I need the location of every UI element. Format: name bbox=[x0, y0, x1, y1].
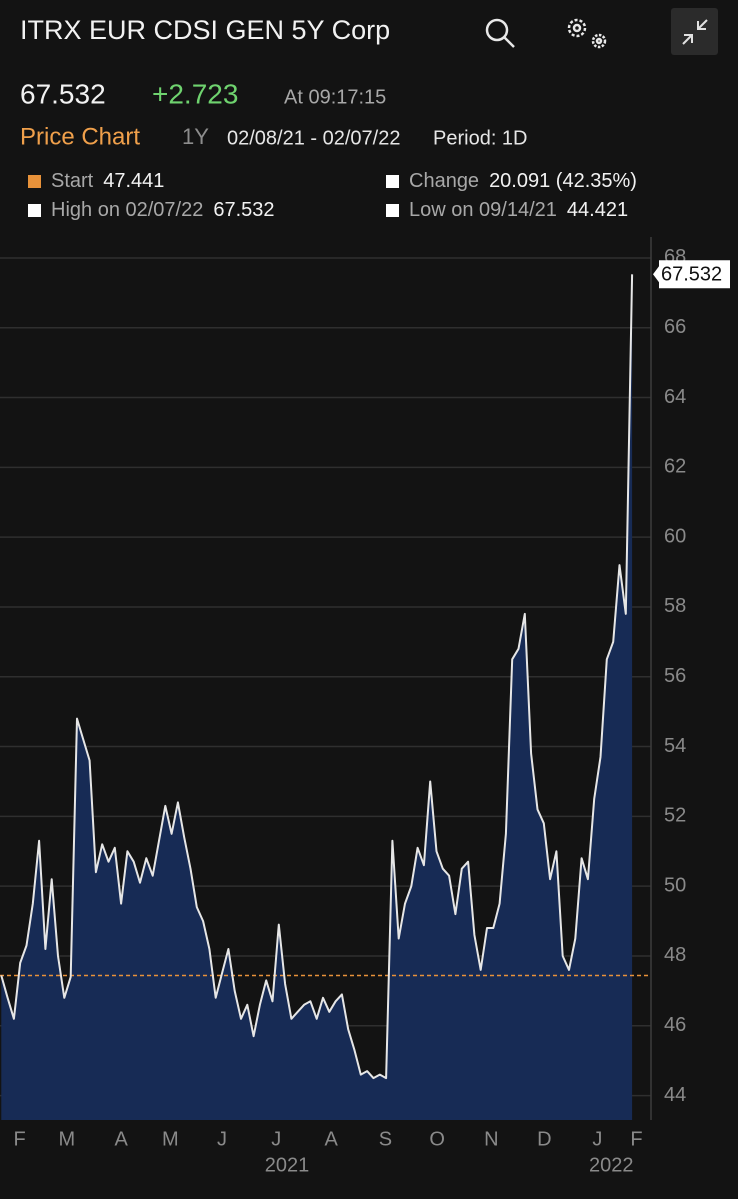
x-tick-label: M bbox=[59, 1128, 76, 1150]
x-tick-label: O bbox=[429, 1128, 445, 1150]
y-tick-label: 66 bbox=[664, 316, 686, 338]
x-tick-label: J bbox=[271, 1128, 281, 1150]
range-button[interactable]: 1Y bbox=[182, 124, 209, 149]
y-tick-label: 54 bbox=[664, 735, 686, 757]
stat-value: 67.532 bbox=[213, 199, 274, 221]
stat: High on 02/07/22 67.532 bbox=[51, 199, 275, 221]
stat-value: 20.091 (42.35%) bbox=[489, 170, 637, 192]
search-icon[interactable] bbox=[485, 18, 515, 48]
last-price-label: 67.532 bbox=[661, 264, 722, 286]
last-price-callout bbox=[653, 260, 730, 289]
price-change: +2.723 bbox=[152, 78, 238, 109]
stat-label: Start bbox=[51, 170, 94, 192]
area-fill bbox=[1, 274, 633, 1120]
y-tick-label: 44 bbox=[664, 1084, 686, 1106]
chart-label[interactable]: Price Chart bbox=[20, 123, 140, 150]
stat-value: 47.441 bbox=[103, 170, 164, 192]
x-tick-label: D bbox=[537, 1128, 551, 1150]
x-tick-label: M bbox=[162, 1128, 179, 1150]
y-tick-label: 58 bbox=[664, 595, 686, 617]
y-tick-label: 56 bbox=[664, 665, 686, 687]
price-line bbox=[0, 274, 634, 1080]
x-tick-label: N bbox=[484, 1128, 498, 1150]
stat: Low on 09/14/21 44.421 bbox=[409, 199, 628, 221]
y-tick-label: 52 bbox=[664, 805, 686, 827]
x-tick-label: F bbox=[630, 1128, 642, 1150]
x-tick-label: A bbox=[114, 1128, 128, 1150]
y-tick-label: 64 bbox=[664, 386, 686, 408]
stat-marker bbox=[386, 204, 399, 217]
update-time: At 09:17:15 bbox=[284, 86, 386, 108]
date-range: 02/08/21 - 02/07/22 bbox=[227, 127, 400, 149]
x-tick-label: F bbox=[13, 1128, 25, 1150]
y-tick-label: 62 bbox=[664, 456, 686, 478]
period: Period: 1D bbox=[433, 127, 528, 149]
stat: Start 47.441 bbox=[51, 170, 164, 192]
y-tick-label: 48 bbox=[664, 944, 686, 966]
stat: Change 20.091 (42.35%) bbox=[409, 170, 637, 192]
stat-label: Change bbox=[409, 170, 479, 192]
x-tick-label: S bbox=[379, 1128, 392, 1150]
last-price: 67.532 bbox=[20, 78, 106, 109]
security-title: ITRX EUR CDSI GEN 5Y Corp bbox=[20, 15, 390, 45]
y-tick-label: 50 bbox=[664, 874, 686, 896]
stat-label: High on 02/07/22 bbox=[51, 199, 203, 221]
stat-marker bbox=[28, 175, 41, 188]
minimize-button[interactable] bbox=[671, 8, 718, 55]
y-tick-label: 46 bbox=[664, 1014, 686, 1036]
x-year-label: 2022 bbox=[589, 1154, 634, 1176]
x-year-label: 2021 bbox=[265, 1154, 310, 1176]
y-tick-label: 60 bbox=[664, 525, 686, 547]
stat-marker bbox=[28, 204, 41, 217]
stat-marker bbox=[386, 175, 399, 188]
stat-label: Low on 09/14/21 bbox=[409, 199, 557, 221]
stat-value: 44.421 bbox=[567, 199, 628, 221]
x-tick-label: A bbox=[325, 1128, 339, 1150]
settings-icon[interactable] bbox=[567, 18, 607, 49]
x-tick-label: J bbox=[217, 1128, 227, 1150]
x-tick-label: J bbox=[592, 1128, 602, 1150]
